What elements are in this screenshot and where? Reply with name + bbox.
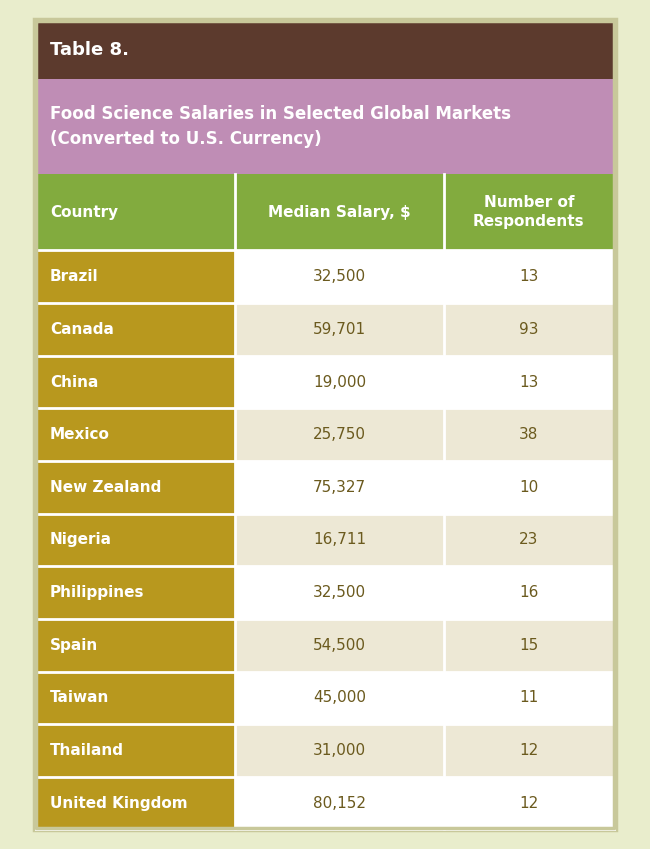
Bar [34, 19, 616, 830]
Bar [443, 408, 614, 461]
Bar [235, 303, 443, 356]
Bar [36, 514, 235, 566]
Text: Mexico: Mexico [50, 427, 110, 442]
Text: New Zealand: New Zealand [50, 480, 161, 495]
Bar [235, 566, 443, 619]
Text: Thailand: Thailand [50, 743, 124, 758]
Text: 25,750: 25,750 [313, 427, 366, 442]
Text: 13: 13 [519, 269, 539, 284]
Bar [443, 356, 614, 408]
Bar [235, 461, 443, 514]
Text: 31,000: 31,000 [313, 743, 366, 758]
Text: 16: 16 [519, 585, 539, 600]
Bar [235, 672, 443, 724]
Bar [36, 303, 235, 356]
Bar [36, 461, 235, 514]
Bar [235, 514, 443, 566]
Bar [235, 408, 443, 461]
Text: 16,711: 16,711 [313, 532, 366, 548]
Bar [36, 672, 235, 724]
Bar [36, 619, 235, 672]
Text: 12: 12 [519, 743, 539, 758]
Text: Food Science Salaries in Selected Global Markets
(Converted to U.S. Currency): Food Science Salaries in Selected Global… [50, 105, 511, 148]
Text: Taiwan: Taiwan [50, 690, 109, 706]
Text: 32,500: 32,500 [313, 585, 366, 600]
Bar [443, 724, 614, 777]
Bar [36, 356, 235, 408]
Bar [443, 514, 614, 566]
Bar [36, 777, 235, 829]
Text: Spain: Spain [50, 638, 98, 653]
Bar [235, 250, 443, 303]
Text: Nigeria: Nigeria [50, 532, 112, 548]
Text: 45,000: 45,000 [313, 690, 366, 706]
Bar [443, 174, 614, 250]
Text: Country: Country [50, 205, 118, 220]
Bar [235, 356, 443, 408]
Text: China: China [50, 374, 98, 390]
Bar [36, 79, 614, 174]
Text: 10: 10 [519, 480, 539, 495]
Text: Table 8.: Table 8. [50, 41, 129, 59]
Bar [36, 174, 235, 250]
Bar [443, 619, 614, 672]
Text: Number of
Respondents: Number of Respondents [473, 195, 585, 229]
Bar [36, 250, 235, 303]
Bar [443, 461, 614, 514]
Text: Median Salary, $: Median Salary, $ [268, 205, 411, 220]
Bar [235, 619, 443, 672]
Bar [36, 566, 235, 619]
Text: 54,500: 54,500 [313, 638, 366, 653]
Text: United Kingdom: United Kingdom [50, 796, 188, 811]
Bar [235, 724, 443, 777]
Bar [443, 566, 614, 619]
Bar [443, 777, 614, 829]
Text: Philippines: Philippines [50, 585, 144, 600]
Text: 32,500: 32,500 [313, 269, 366, 284]
Text: 12: 12 [519, 796, 539, 811]
Text: Canada: Canada [50, 322, 114, 337]
Text: 13: 13 [519, 374, 539, 390]
Text: 38: 38 [519, 427, 539, 442]
Bar [443, 672, 614, 724]
Text: Brazil: Brazil [50, 269, 99, 284]
Text: 75,327: 75,327 [313, 480, 366, 495]
Bar [36, 408, 235, 461]
Text: 15: 15 [519, 638, 539, 653]
Text: 59,701: 59,701 [313, 322, 366, 337]
Text: 93: 93 [519, 322, 539, 337]
Text: 19,000: 19,000 [313, 374, 366, 390]
Bar [36, 21, 614, 79]
Text: 23: 23 [519, 532, 539, 548]
Bar [235, 777, 443, 829]
Text: 11: 11 [519, 690, 539, 706]
Bar [36, 724, 235, 777]
Text: 80,152: 80,152 [313, 796, 366, 811]
Bar [443, 303, 614, 356]
Bar [235, 174, 443, 250]
Bar [443, 250, 614, 303]
